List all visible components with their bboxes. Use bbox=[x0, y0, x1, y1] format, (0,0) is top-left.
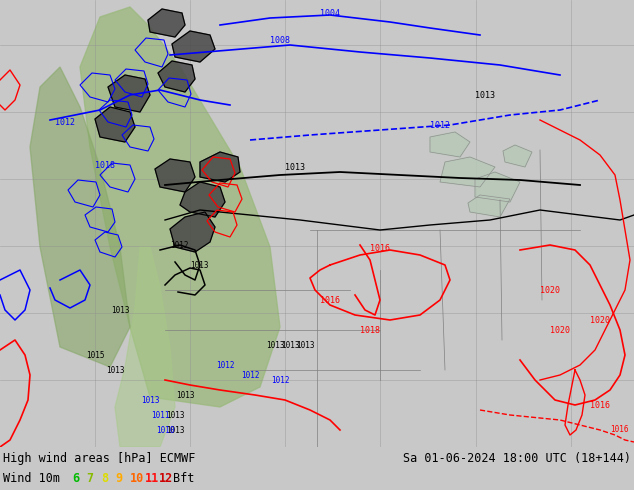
Text: Bft: Bft bbox=[174, 472, 195, 485]
Polygon shape bbox=[172, 31, 215, 62]
Text: 1012: 1012 bbox=[170, 241, 188, 250]
Text: 1020: 1020 bbox=[550, 325, 570, 335]
Text: 1016: 1016 bbox=[610, 425, 628, 434]
Polygon shape bbox=[115, 247, 175, 447]
Text: 1012: 1012 bbox=[430, 121, 450, 130]
Text: 1013: 1013 bbox=[165, 411, 184, 419]
Polygon shape bbox=[158, 61, 195, 92]
Text: 7: 7 bbox=[86, 472, 94, 485]
Text: 1012: 1012 bbox=[216, 361, 234, 369]
Polygon shape bbox=[170, 212, 215, 252]
Text: 1013: 1013 bbox=[106, 366, 124, 374]
Text: 1016: 1016 bbox=[320, 295, 340, 304]
Text: 1015: 1015 bbox=[86, 350, 104, 360]
Text: 1004: 1004 bbox=[320, 9, 340, 18]
Text: 1020: 1020 bbox=[540, 286, 560, 294]
Text: 1012: 1012 bbox=[55, 118, 75, 127]
Text: 1013: 1013 bbox=[266, 341, 284, 349]
Text: 1011: 1011 bbox=[151, 411, 169, 419]
Polygon shape bbox=[180, 182, 225, 217]
Polygon shape bbox=[95, 107, 135, 142]
Text: 1013: 1013 bbox=[475, 91, 495, 99]
Polygon shape bbox=[200, 152, 240, 182]
Polygon shape bbox=[155, 159, 195, 192]
Text: 10: 10 bbox=[130, 472, 145, 485]
Polygon shape bbox=[430, 132, 470, 157]
Text: Sa 01-06-2024 18:00 UTC (18+144): Sa 01-06-2024 18:00 UTC (18+144) bbox=[403, 452, 631, 465]
Text: 1012: 1012 bbox=[241, 370, 259, 379]
Text: 1018: 1018 bbox=[95, 161, 115, 170]
Text: 8: 8 bbox=[101, 472, 108, 485]
Polygon shape bbox=[80, 7, 280, 407]
Text: 1013: 1013 bbox=[190, 261, 209, 270]
Polygon shape bbox=[503, 145, 532, 167]
Text: 1008: 1008 bbox=[270, 36, 290, 45]
Text: 1016: 1016 bbox=[590, 400, 610, 410]
Text: 1013: 1013 bbox=[165, 425, 184, 435]
Text: High wind areas [hPa] ECMWF: High wind areas [hPa] ECMWF bbox=[3, 452, 195, 465]
Text: 1013: 1013 bbox=[281, 341, 299, 349]
Text: 1013: 1013 bbox=[295, 341, 314, 349]
Polygon shape bbox=[475, 172, 520, 202]
Polygon shape bbox=[440, 157, 495, 187]
Text: 6: 6 bbox=[72, 472, 79, 485]
Text: 12: 12 bbox=[159, 472, 173, 485]
Text: 1013: 1013 bbox=[141, 395, 159, 405]
Polygon shape bbox=[108, 75, 150, 112]
Text: 1020: 1020 bbox=[590, 316, 610, 324]
Text: 1013: 1013 bbox=[176, 391, 194, 399]
Text: 1013: 1013 bbox=[111, 305, 129, 315]
Text: 11: 11 bbox=[145, 472, 158, 485]
Polygon shape bbox=[468, 195, 510, 217]
Polygon shape bbox=[148, 9, 185, 37]
Text: 9: 9 bbox=[115, 472, 122, 485]
Text: Wind 10m: Wind 10m bbox=[3, 472, 60, 485]
Polygon shape bbox=[30, 67, 130, 367]
Text: 1016: 1016 bbox=[370, 244, 390, 252]
Text: 1018: 1018 bbox=[360, 325, 380, 335]
Text: 1010: 1010 bbox=[156, 425, 174, 435]
Text: 1012: 1012 bbox=[271, 375, 289, 385]
Text: 1013: 1013 bbox=[285, 163, 305, 172]
